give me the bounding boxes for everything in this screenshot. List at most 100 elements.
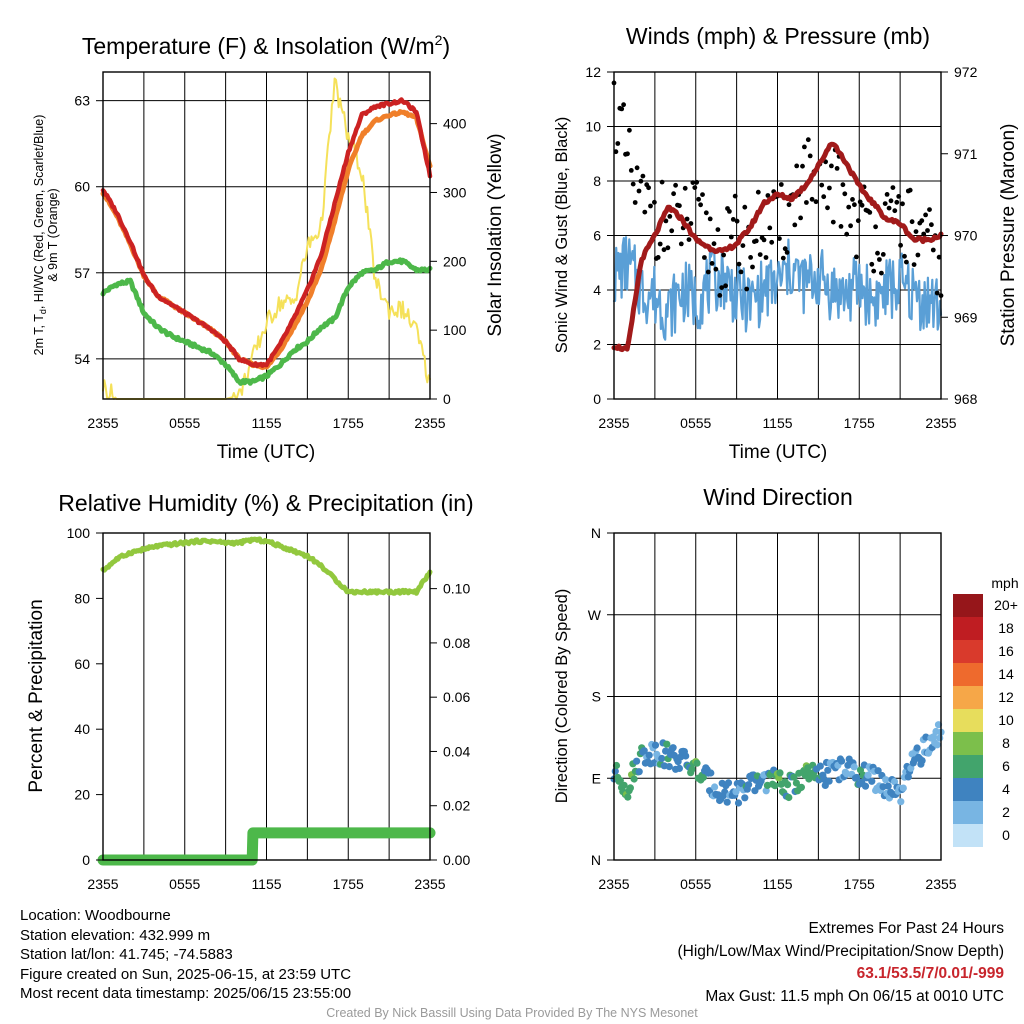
- wind-ticks: 2355 0555 1155 1755 2355 0 2 4 6 8 10 12 968 969 970 97…: [585, 64, 977, 431]
- rh-gridlines: [143, 533, 390, 860]
- direction-point: [816, 762, 824, 770]
- direction-point: [784, 781, 792, 789]
- wind-gridlines: [614, 72, 941, 399]
- speed-legend-swatch: [953, 617, 983, 640]
- gust-point: [721, 252, 726, 258]
- wind-x-axis-label: Time (UTC): [729, 442, 828, 463]
- wind-right-tick: 970: [954, 228, 978, 244]
- direction-point: [734, 799, 743, 807]
- gust-point: [819, 182, 825, 188]
- gust-point: [869, 261, 875, 267]
- wind-line-station-pressure: [611, 141, 944, 353]
- direction-point: [907, 764, 915, 772]
- gust-point: [673, 182, 678, 188]
- rh-left-tick: 20: [74, 787, 90, 803]
- station-info: Location: Woodbourne Station elevation: …: [20, 906, 351, 1004]
- direction-point: [861, 782, 870, 790]
- gust-point: [902, 253, 907, 259]
- temp-x-tick: 1155: [251, 415, 281, 431]
- gust-point: [711, 241, 717, 247]
- gust-point: [802, 144, 807, 150]
- dir-gridlines: [614, 533, 941, 860]
- wind-x-tick: 2355: [598, 415, 629, 431]
- gust-point: [873, 224, 878, 230]
- speed-legend-swatch: [953, 801, 983, 824]
- direction-point: [651, 741, 660, 749]
- gust-point: [921, 231, 927, 237]
- gust-point: [809, 196, 815, 202]
- temp-x-tick: 2355: [87, 415, 118, 431]
- dir-panel-title: Wind Direction: [703, 484, 853, 510]
- gust-point: [900, 201, 905, 207]
- direction-point: [913, 744, 921, 752]
- gust-point: [728, 234, 734, 240]
- figure-created: Figure created on Sun, 2025-06-15, at 23…: [20, 965, 352, 983]
- rh-x-tick: 2355: [87, 876, 118, 892]
- wind-line-sonic-wind: [612, 236, 943, 341]
- temp-title-sup: 2: [435, 32, 443, 48]
- gust-point: [877, 257, 882, 262]
- direction-point: [745, 781, 753, 789]
- gust-point: [646, 185, 651, 191]
- gust-point: [678, 241, 684, 247]
- direction-point: [899, 784, 907, 792]
- gust-point: [652, 199, 657, 205]
- gust-point: [742, 204, 748, 210]
- temp-left-axis-label: 2m T, Td, HI/WC (Red, Green, Scarlet/Blu…: [32, 115, 48, 356]
- speed-legend-swatch: [953, 640, 983, 663]
- speed-legend-label: 18: [998, 620, 1014, 636]
- gust-point: [927, 207, 932, 213]
- gust-point: [923, 212, 928, 218]
- speed-legend-label: 12: [998, 689, 1014, 705]
- max-gust: Max Gust: 11.5 mph On 06/15 at 0010 UTC: [705, 987, 1004, 1005]
- direction-point: [874, 767, 882, 775]
- temperature-panel: Temperature (F) & Insolation (W/m2) 2355…: [32, 32, 506, 463]
- gust-point: [715, 227, 721, 233]
- gust-point: [778, 182, 784, 187]
- gust-point: [657, 241, 663, 247]
- temp-line-2m-t: [100, 97, 433, 369]
- extremes-labels: (High/Low/Max Wind/Precipitation/Snow De…: [677, 942, 1005, 960]
- gust-point: [750, 264, 755, 270]
- dir-x-tick: 1155: [762, 876, 792, 892]
- gust-point: [723, 283, 728, 289]
- gust-point: [753, 238, 759, 244]
- speed-legend-label: 0: [1002, 827, 1010, 843]
- direction-point: [693, 759, 701, 767]
- direction-point: [669, 744, 677, 752]
- gust-point: [713, 266, 719, 272]
- temp-right-tick: 400: [443, 116, 467, 132]
- extremes-info: Extremes For Past 24 Hours (High/Low/Max…: [678, 918, 1005, 1008]
- gust-point: [838, 224, 844, 229]
- humidity-panel: Relative Humidity (%) & Precipitation (i…: [26, 490, 474, 892]
- gust-point: [761, 237, 767, 243]
- gust-point: [805, 137, 811, 143]
- wind-x-tick: 2355: [925, 415, 956, 431]
- wind-x-tick: 0555: [680, 415, 711, 431]
- gust-point: [780, 255, 786, 261]
- rh-right-tick: 0.06: [443, 689, 470, 705]
- gust-point: [934, 290, 940, 296]
- gust-point: [886, 205, 892, 211]
- temp-x-tick: 1755: [333, 415, 364, 431]
- rh-left-tick: 80: [74, 590, 90, 606]
- temp-x-tick: 0555: [169, 415, 200, 431]
- rh-panel-title: Relative Humidity (%) & Precipitation (i…: [58, 490, 473, 516]
- direction-point: [890, 778, 899, 786]
- wind-left-tick: 12: [585, 64, 601, 80]
- speed-legend-label: 20+: [994, 597, 1018, 613]
- gust-point: [913, 229, 919, 235]
- gust-point: [709, 261, 715, 266]
- gust-point: [829, 163, 834, 169]
- rh-x-tick: 2355: [414, 876, 445, 892]
- station-location: Location: Woodbourne: [20, 907, 171, 924]
- gust-point: [875, 250, 880, 256]
- direction-point: [868, 777, 876, 785]
- gust-point: [667, 214, 673, 219]
- dir-x-tick: 2355: [598, 876, 629, 892]
- dir-series: [610, 721, 945, 807]
- rh-right-tick: 0.00: [443, 852, 470, 868]
- speed-legend-swatch: [953, 732, 983, 755]
- temp-line-dewpoint: [100, 257, 433, 386]
- gust-point: [682, 185, 688, 191]
